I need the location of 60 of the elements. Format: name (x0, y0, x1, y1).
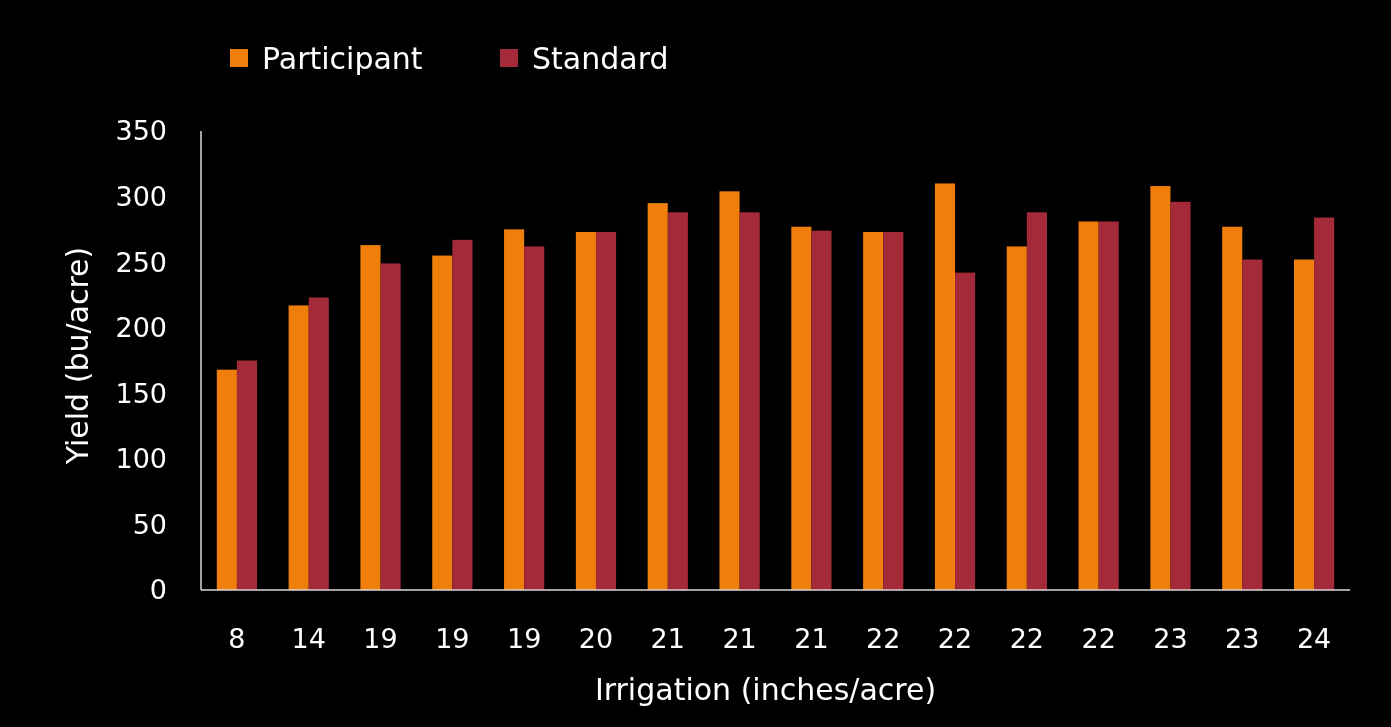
x-axis-title: Irrigation (inches/acre) (594, 672, 937, 707)
bar (1078, 221, 1099, 590)
x-tick-label: 21 (722, 623, 757, 654)
y-tick-label: 250 (115, 246, 167, 278)
bar (1293, 259, 1315, 590)
x-tick-label: 20 (578, 623, 614, 654)
x-tick-label: 21 (794, 623, 829, 654)
x-tick-label: 21 (650, 623, 685, 654)
bar (667, 212, 688, 590)
x-tick-label: 22 (937, 623, 973, 654)
bar (452, 239, 473, 590)
bar (575, 231, 596, 590)
bar (647, 203, 668, 590)
bar (380, 263, 401, 590)
x-tick-label: 22 (866, 623, 901, 654)
bar (883, 231, 904, 590)
bar (1242, 259, 1263, 590)
bar (1026, 212, 1047, 590)
bar (955, 272, 976, 590)
y-tick-label: 50 (132, 508, 167, 540)
y-tick-label: 0 (149, 574, 167, 606)
x-tick-label: 22 (1081, 623, 1116, 654)
x-tick-label: 19 (363, 623, 398, 654)
y-axis-title: Yield (bu/acre) (60, 246, 95, 466)
bar (432, 255, 453, 590)
x-tick-label: 23 (1153, 623, 1188, 654)
bar (1150, 186, 1171, 590)
bar (811, 230, 832, 590)
legend-label: Participant (262, 40, 423, 76)
x-tick-label: 19 (506, 623, 542, 654)
bar (1006, 246, 1027, 590)
bar (216, 369, 237, 590)
y-tick-label: 200 (115, 312, 167, 344)
bar (1314, 217, 1335, 590)
bar (863, 231, 884, 590)
bar (236, 360, 258, 590)
bar (288, 305, 309, 590)
bar (504, 229, 525, 590)
bar (524, 246, 545, 590)
y-tick-label: 350 (115, 115, 167, 147)
x-tick-label: 23 (1225, 623, 1260, 654)
y-tick-label: 150 (115, 377, 167, 409)
y-tick-label: 100 (115, 443, 167, 475)
x-tick-label: 8 (228, 623, 246, 654)
bar (308, 297, 329, 590)
x-tick-label: 24 (1296, 623, 1332, 654)
bar (934, 183, 956, 590)
bar (719, 191, 740, 590)
x-tick-label: 22 (1009, 623, 1045, 654)
bar (595, 231, 617, 590)
x-tick-label: 14 (291, 623, 326, 654)
bar (1170, 201, 1191, 590)
bar (1098, 221, 1119, 590)
x-tick-label: 19 (435, 623, 470, 654)
legend-label: Standard (532, 40, 669, 76)
y-tick-label: 300 (115, 181, 167, 213)
bar (1222, 226, 1243, 590)
bar (791, 226, 812, 590)
bar (739, 212, 760, 590)
bar (360, 245, 381, 590)
